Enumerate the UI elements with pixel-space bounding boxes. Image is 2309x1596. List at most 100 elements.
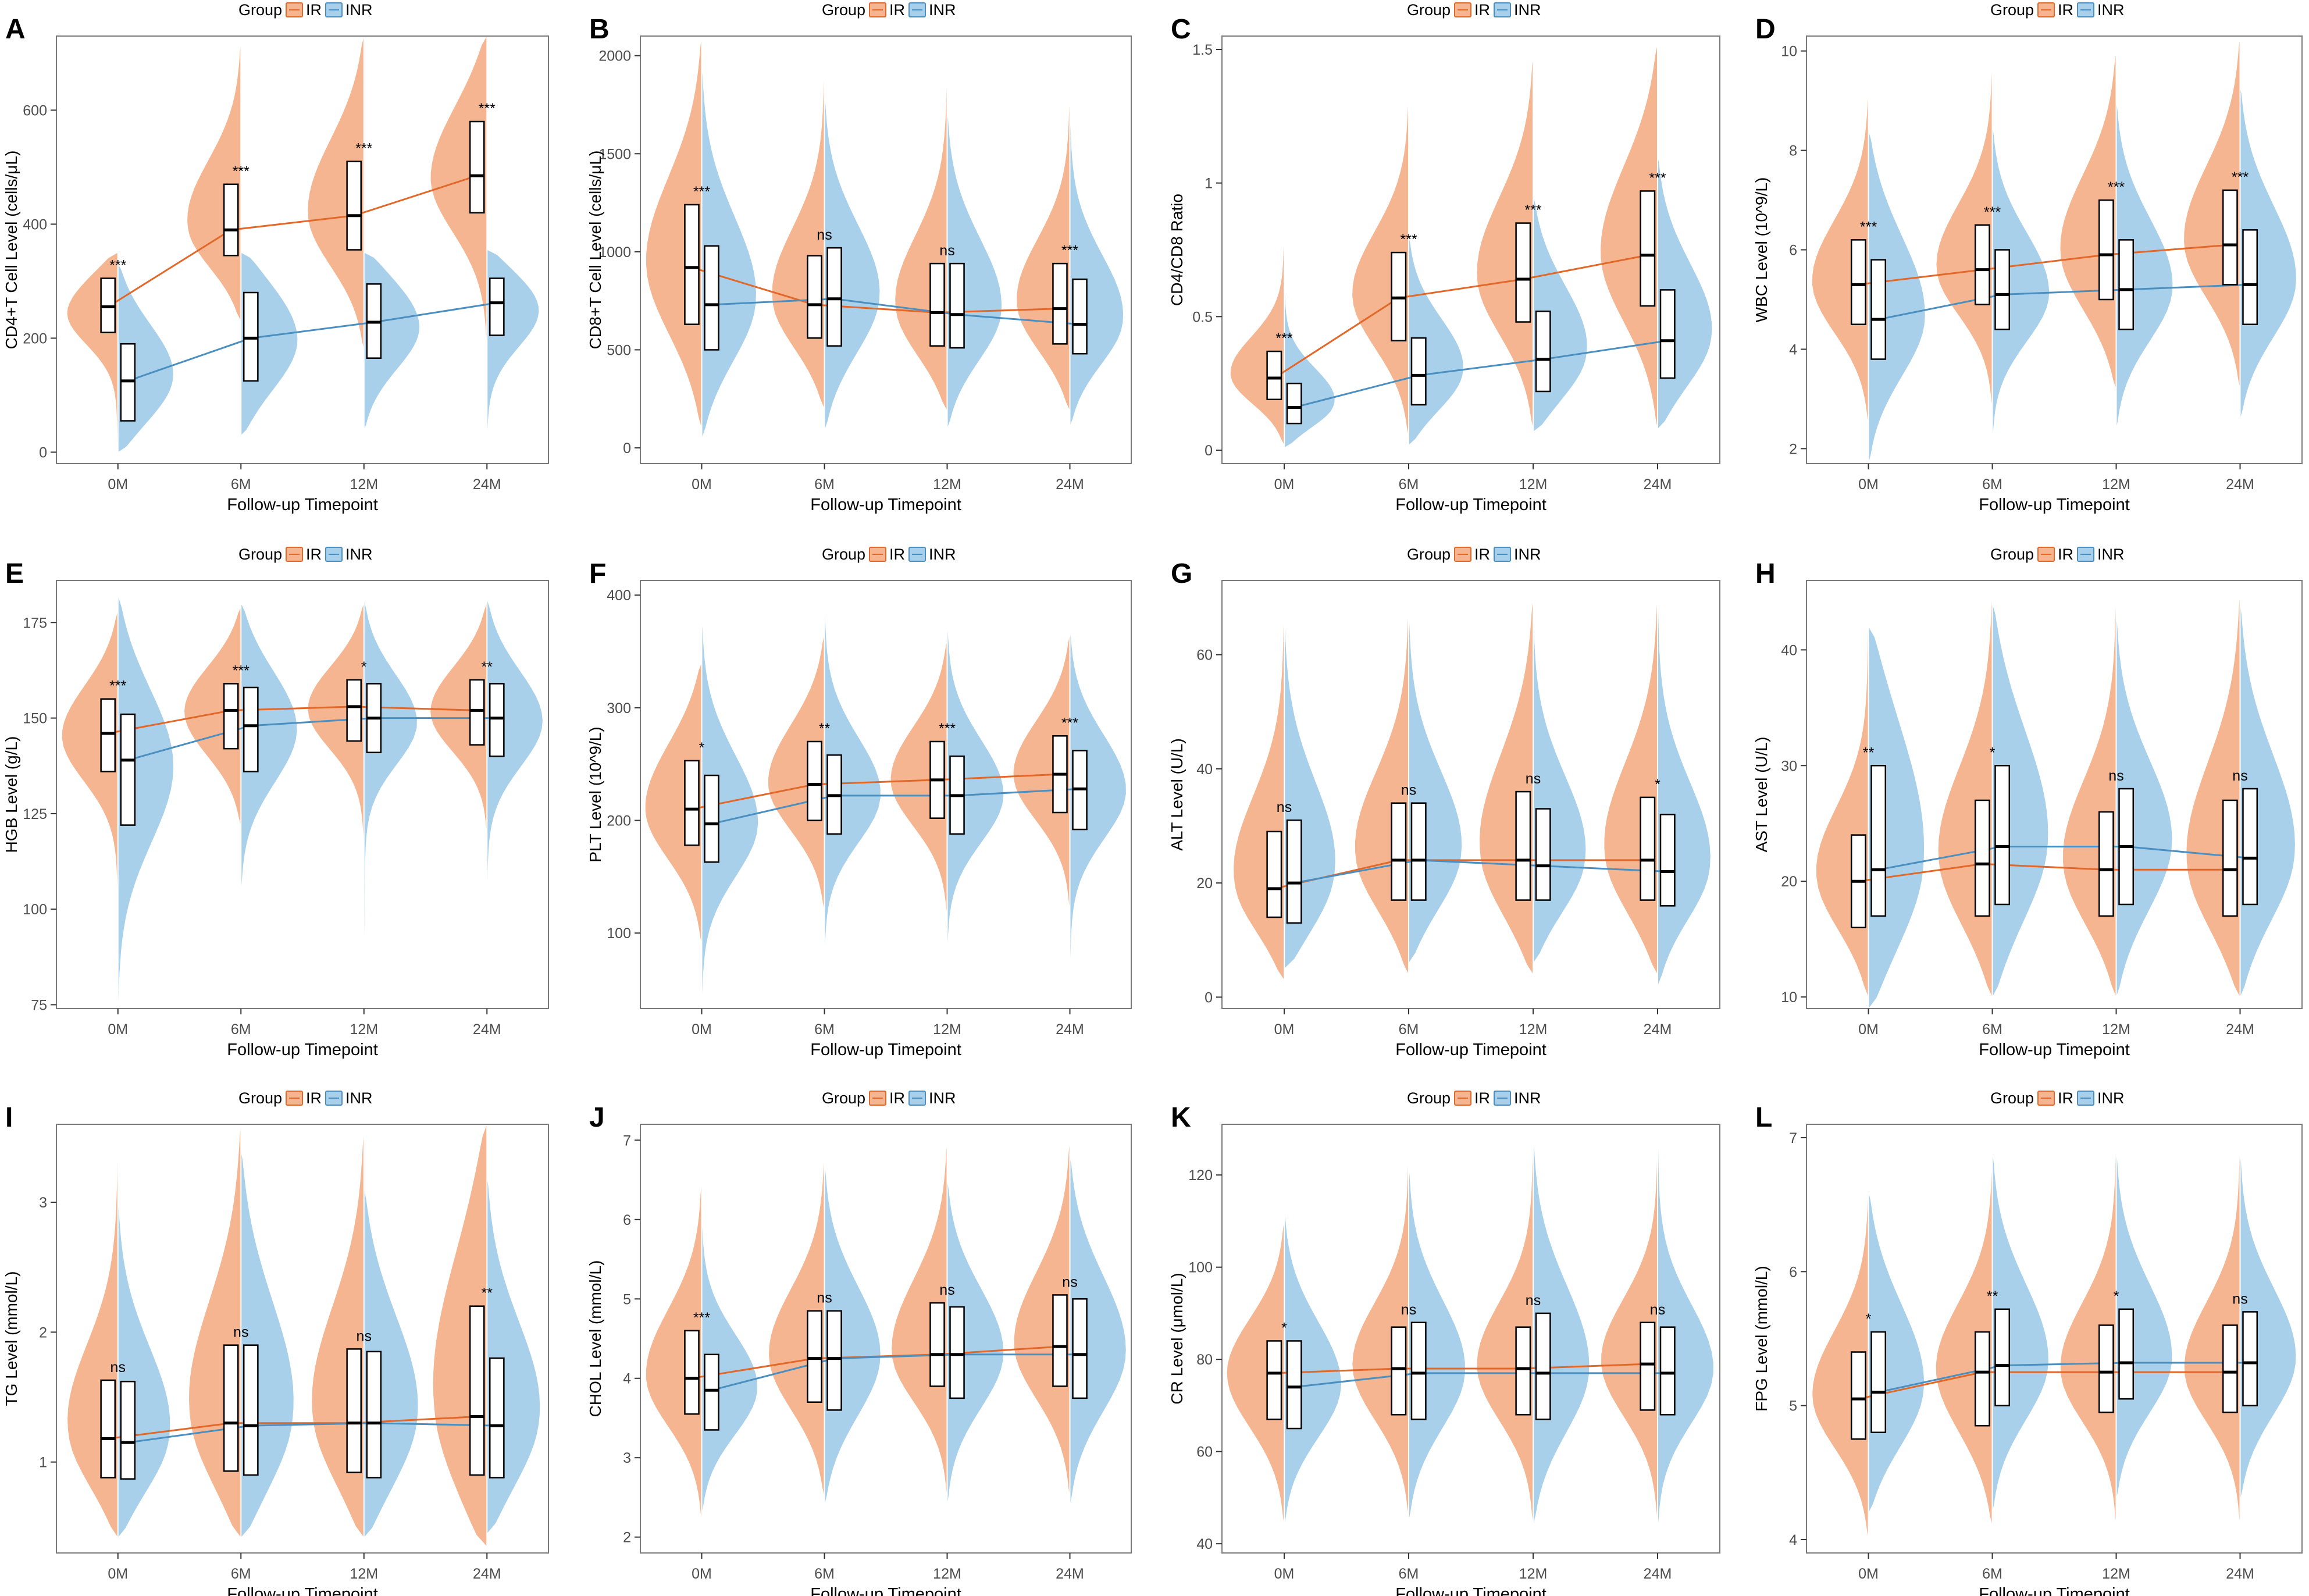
significance-label: ns bbox=[1526, 771, 1541, 787]
plot-area bbox=[67, 36, 539, 464]
box-ir-12M bbox=[929, 262, 945, 347]
x-tick-label: 0M bbox=[1858, 1021, 1879, 1038]
significance-label: *** bbox=[693, 1310, 710, 1326]
y-tick-label: 600 bbox=[23, 102, 47, 119]
significance-label: ns bbox=[817, 227, 832, 243]
x-tick-label: 24M bbox=[1056, 476, 1084, 493]
y-tick-label: 10 bbox=[1781, 44, 1797, 60]
x-tick-label: 0M bbox=[1274, 1021, 1295, 1038]
violin-inr-6M bbox=[1992, 125, 2050, 439]
significance-label: ns bbox=[357, 1328, 372, 1344]
legend-title: Group bbox=[1990, 1, 2034, 19]
x-tick-label: 24M bbox=[2226, 1021, 2254, 1038]
legend: Group IR INR bbox=[238, 546, 373, 563]
y-tick-label: 1.5 bbox=[1192, 42, 1213, 58]
plot-frame bbox=[56, 35, 549, 464]
violin-ir-6M bbox=[187, 41, 241, 322]
x-tick-label: 0M bbox=[108, 476, 128, 493]
x-tick-label: 12M bbox=[933, 1566, 961, 1582]
trend-line-inr bbox=[711, 788, 1080, 825]
trend-line-inr bbox=[127, 1422, 497, 1444]
legend-title: Group bbox=[822, 546, 865, 563]
box-inr-24M bbox=[1659, 1326, 1676, 1416]
violin-inr-6M bbox=[1409, 1166, 1465, 1521]
significance-label: ** bbox=[1863, 744, 1875, 761]
x-tick-label: 6M bbox=[814, 476, 835, 493]
significance-label: *** bbox=[1400, 231, 1417, 248]
plot-frame bbox=[640, 35, 1132, 464]
box-inr-24M bbox=[489, 1357, 505, 1479]
significance-label: ns bbox=[2232, 768, 2247, 784]
y-tick-label: 500 bbox=[607, 342, 631, 358]
box-inr-12M bbox=[1535, 1312, 1551, 1420]
box-ir-12M bbox=[2098, 1324, 2114, 1413]
significance-label: ns bbox=[1401, 782, 1416, 799]
violin-ir-0M bbox=[645, 662, 702, 945]
y-axis-title: PLT Level (10^9/L) bbox=[586, 726, 604, 862]
legend-label-inr: INR bbox=[345, 546, 373, 563]
panel-b: B Group IR INR *** ns ns *** 0 500 1000 1500 2000 0M 6… bbox=[586, 1, 1132, 514]
legend: Group IR INR bbox=[822, 1089, 956, 1107]
y-tick-label: 1500 bbox=[598, 146, 631, 162]
violin-ir-0M bbox=[1812, 91, 1869, 424]
significance-label: ns bbox=[233, 1324, 248, 1341]
box-inr-0M bbox=[1870, 765, 1887, 917]
panel-letter: G bbox=[1171, 558, 1192, 589]
violin-inr-24M bbox=[2240, 1151, 2296, 1499]
legend-label-inr: INR bbox=[2097, 546, 2125, 563]
violin-ir-6M bbox=[1938, 592, 1993, 998]
legend: Group IR INR bbox=[238, 1089, 373, 1107]
violin-inr-24M bbox=[1070, 114, 1124, 426]
violin-ir-24M bbox=[2184, 1138, 2240, 1526]
y-tick-label: 7 bbox=[1789, 1130, 1797, 1146]
violin-ir-24M bbox=[2184, 36, 2240, 389]
legend-label-inr: INR bbox=[2097, 1089, 2125, 1107]
box-ir-6M bbox=[1391, 1326, 1407, 1416]
violin-inr-12M bbox=[364, 599, 417, 955]
x-tick-label: 0M bbox=[1858, 476, 1879, 493]
plot-area bbox=[1230, 36, 1712, 464]
box-ir-12M bbox=[1515, 790, 1531, 901]
panel-a: A Group IR INR *** *** *** *** 0 200 400 600 0M 6M 12M… bbox=[2, 1, 549, 514]
x-tick-label: 24M bbox=[473, 1566, 501, 1582]
box-ir-12M bbox=[346, 161, 362, 251]
legend: Group IR INR bbox=[1990, 1, 2125, 19]
legend-label-ir: IR bbox=[2058, 1089, 2073, 1107]
trend-line-inr bbox=[1294, 859, 1668, 884]
y-tick-label: 5 bbox=[1789, 1398, 1797, 1415]
box-ir-6M bbox=[807, 1310, 822, 1403]
x-tick-label: 12M bbox=[1519, 1566, 1548, 1582]
panel-k: K Group IR INR * ns ns ns 40 60 80 100 120 0M 6M 12M 24M… bbox=[1168, 1089, 1720, 1596]
significance-label: * bbox=[699, 740, 705, 756]
violin-ir-0M bbox=[62, 611, 118, 898]
legend: Group IR INR bbox=[238, 1, 373, 19]
plot-frame bbox=[56, 580, 549, 1009]
violin-ir-0M bbox=[1812, 1191, 1869, 1540]
significance-label: ** bbox=[1987, 1288, 1998, 1305]
box-ir-6M bbox=[807, 740, 822, 821]
y-tick-label: 400 bbox=[607, 587, 631, 604]
legend-label-inr: INR bbox=[929, 1089, 956, 1107]
x-tick-label: 0M bbox=[108, 1021, 128, 1038]
y-tick-label: 7 bbox=[623, 1132, 631, 1149]
significance-label: *** bbox=[109, 678, 126, 694]
violin-inr-0M bbox=[701, 1219, 757, 1513]
violin-ir-0M bbox=[646, 1180, 702, 1522]
y-axis-title: CHOL Level (mmol/L) bbox=[586, 1260, 604, 1417]
box-ir-12M bbox=[2098, 811, 2114, 917]
significance-label: ns bbox=[111, 1359, 126, 1376]
box-inr-24M bbox=[2242, 229, 2258, 325]
plot-frame bbox=[640, 580, 1132, 1009]
panel-letter: E bbox=[5, 558, 24, 589]
significance-label: ns bbox=[939, 243, 954, 259]
significance-label: * bbox=[1655, 776, 1661, 793]
trend-line-ir bbox=[692, 266, 1060, 314]
violin-ir-12M bbox=[308, 603, 364, 845]
x-tick-label: 12M bbox=[1519, 476, 1548, 493]
x-tick-label: 24M bbox=[1644, 1566, 1672, 1582]
panel-letter: I bbox=[5, 1102, 13, 1133]
box-inr-12M bbox=[1535, 310, 1551, 393]
trend-line-inr bbox=[1878, 283, 2250, 320]
y-tick-label: 300 bbox=[607, 700, 631, 717]
x-tick-label: 24M bbox=[473, 476, 501, 493]
